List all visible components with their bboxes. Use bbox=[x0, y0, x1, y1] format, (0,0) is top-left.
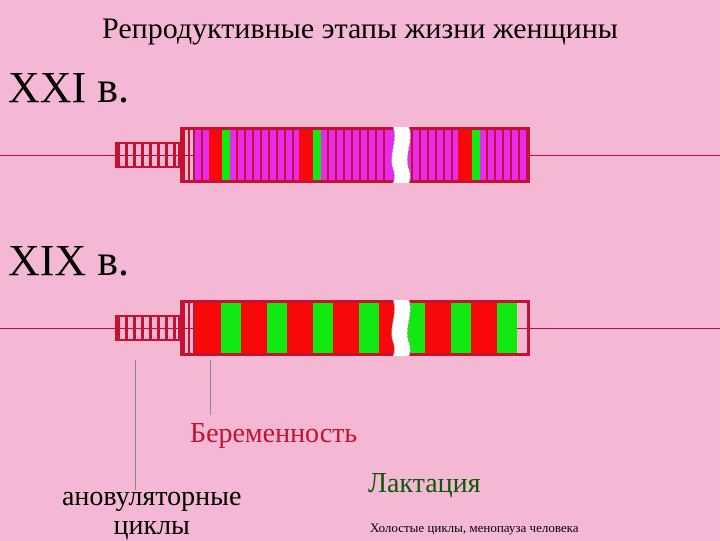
legend-line-pregnancy bbox=[210, 360, 211, 415]
timeline-xix bbox=[0, 300, 720, 356]
era-label-xix: XIX в. bbox=[8, 235, 129, 286]
segment-idle bbox=[480, 130, 527, 180]
segment-preg bbox=[209, 130, 223, 180]
segment-lact bbox=[221, 303, 241, 353]
timeline-xxi-main-bar bbox=[180, 127, 530, 183]
segment-idle bbox=[321, 130, 390, 180]
segment-idle bbox=[195, 130, 209, 180]
segment-preg bbox=[458, 130, 472, 180]
segment-preg bbox=[195, 303, 221, 353]
slide-title: Репродуктивные этапы жизни женщины bbox=[0, 12, 720, 46]
segment-preg bbox=[333, 303, 359, 353]
segment-lact bbox=[472, 130, 480, 180]
timeline-xxi-pre-bar bbox=[115, 142, 180, 168]
legend-anov: ановуляторные циклы bbox=[62, 482, 241, 541]
segment-lact bbox=[267, 303, 287, 353]
segment-lact bbox=[497, 303, 517, 353]
segment-lact bbox=[405, 303, 425, 353]
footnote: Холостые циклы, менопауза человека bbox=[370, 520, 579, 536]
legend-line-anov bbox=[135, 360, 136, 490]
segment-idle bbox=[389, 130, 458, 180]
timeline-xxi bbox=[0, 127, 720, 183]
segment-anov bbox=[183, 303, 195, 353]
legend-pregnancy: Беременность bbox=[190, 418, 357, 450]
era-label-xxi: XXI в. bbox=[8, 62, 129, 113]
legend-lactation: Лактация bbox=[368, 468, 481, 500]
segment-anov bbox=[183, 130, 195, 180]
segment-lact bbox=[313, 130, 321, 180]
segment-preg bbox=[471, 303, 497, 353]
segment-preg bbox=[299, 130, 313, 180]
segment-preg bbox=[379, 303, 405, 353]
segment-lact bbox=[359, 303, 379, 353]
segment-preg bbox=[287, 303, 313, 353]
timeline-xix-main-bar bbox=[180, 300, 530, 356]
segment-lact bbox=[313, 303, 333, 353]
segment-preg bbox=[241, 303, 267, 353]
segment-lact bbox=[222, 130, 230, 180]
segment-preg bbox=[425, 303, 451, 353]
segment-idle bbox=[230, 130, 299, 180]
segment-lact bbox=[451, 303, 471, 353]
timeline-xix-pre-bar bbox=[115, 315, 180, 341]
